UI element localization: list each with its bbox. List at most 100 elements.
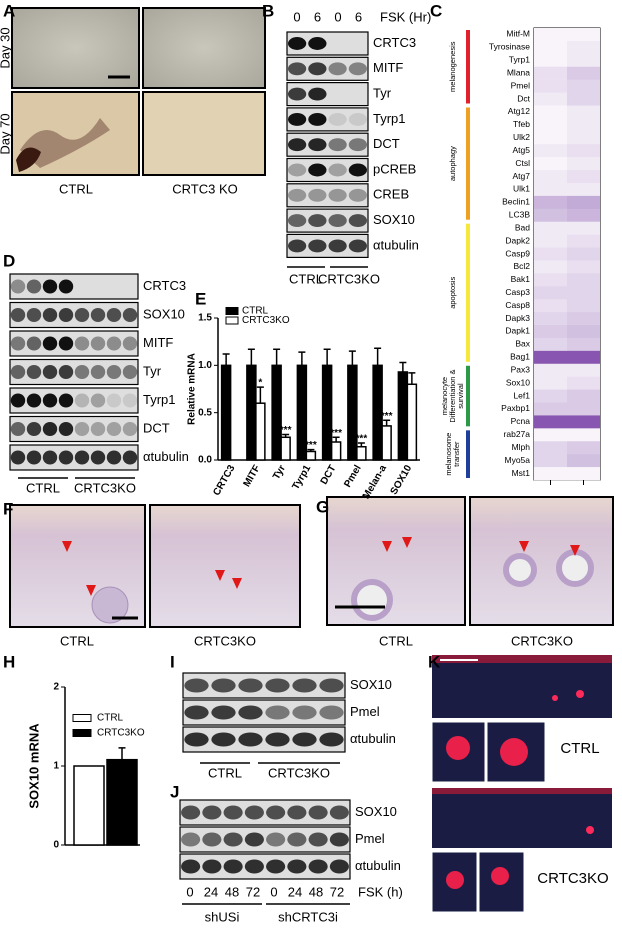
- blot-band: [26, 336, 42, 351]
- blot-band: [348, 138, 367, 152]
- error-bar: [118, 747, 126, 760]
- gene-label: Bax: [515, 339, 530, 349]
- blot-strip: [286, 81, 369, 107]
- blot-band: [348, 214, 367, 228]
- gene-label: Bak1: [511, 274, 531, 284]
- blot-band: [58, 279, 74, 294]
- legend-swatch: [225, 316, 239, 325]
- column-label: CRTC3KO: [511, 633, 573, 648]
- column-label: CTRL: [60, 633, 94, 648]
- blot-band: [26, 279, 42, 294]
- blot-band: [106, 308, 122, 322]
- blot-label: Pmel: [355, 831, 385, 846]
- error-bar: [298, 351, 306, 366]
- blot-band: [308, 188, 327, 202]
- bar: [271, 364, 282, 461]
- blot-label: CRTC3: [373, 35, 416, 50]
- error-bar: [399, 361, 407, 372]
- gene-label: Casp8: [505, 300, 530, 310]
- blot-band: [266, 859, 286, 874]
- blot-band: [288, 163, 307, 177]
- blot-band: [292, 678, 317, 693]
- blot-band: [74, 393, 90, 408]
- panel-label: K: [428, 652, 441, 671]
- arrowhead: [570, 545, 580, 556]
- heatmap-cell: [567, 92, 600, 106]
- blot-strip: [182, 672, 346, 699]
- group-bar: [466, 430, 470, 478]
- x-tick-label: SOX10: [389, 463, 415, 497]
- heatmap-cell: [534, 363, 567, 377]
- heatmap-cell: [534, 260, 567, 274]
- error-bar: [374, 347, 382, 366]
- lane-label: 24: [204, 884, 218, 899]
- blot-band: [202, 859, 222, 874]
- lane-label: 48: [309, 884, 323, 899]
- heatmap-cell: [567, 144, 600, 158]
- row-label: CTRL: [560, 740, 599, 757]
- gene-label: Mlph: [512, 442, 531, 452]
- group-label: CRTC3KO: [268, 765, 330, 780]
- blot-band: [202, 832, 222, 847]
- y-tick-label: 0: [53, 840, 59, 851]
- heatmap-cell: [567, 131, 600, 145]
- gene-label: Dct: [517, 93, 530, 103]
- blot-band: [58, 365, 74, 379]
- fluorescence-image: [432, 788, 612, 794]
- blot-label: αtubulin: [143, 449, 189, 464]
- group-bar: [466, 107, 470, 220]
- blot-band: [58, 336, 74, 351]
- legend-swatch: [225, 307, 239, 315]
- blot-band: [122, 308, 138, 322]
- blot-band: [74, 336, 90, 351]
- blot-band: [288, 112, 307, 126]
- gene-label: Sox10: [506, 377, 530, 387]
- bar: [397, 371, 409, 461]
- treatment-label: FSK (Hr): [380, 9, 431, 24]
- blot-band: [223, 832, 243, 847]
- gene-label: Casp3: [505, 287, 530, 297]
- signal: [491, 867, 509, 885]
- heatmap-cell: [534, 182, 567, 197]
- heatmap-cell: [534, 92, 567, 106]
- heatmap-cell: [534, 170, 567, 184]
- blot-band: [122, 393, 138, 408]
- row-label: Day 30: [0, 27, 12, 68]
- gene-label: Casp9: [505, 248, 530, 258]
- follicle: [556, 549, 594, 587]
- x-tick-label: Tyrp1: [290, 463, 313, 492]
- blot-band: [238, 678, 263, 693]
- gene-label: Mitf-M: [506, 29, 530, 39]
- legend-label: CRTC3KO: [242, 315, 290, 326]
- blot-strip: [286, 183, 369, 208]
- heatmap-cell: [534, 441, 567, 455]
- gene-label: Dapk3: [505, 313, 530, 323]
- heatmap-cell: [534, 234, 567, 248]
- column-label: CRTC3KO: [194, 633, 256, 648]
- heatmap-cell: [534, 131, 567, 145]
- signal: [576, 690, 584, 698]
- blot-band: [90, 393, 106, 408]
- heatmap-cell: [534, 79, 567, 93]
- blot-band: [329, 805, 349, 820]
- bar: [347, 364, 358, 461]
- heatmap-cell: [567, 337, 600, 352]
- blot-band: [244, 805, 264, 820]
- significance: ***: [381, 411, 393, 422]
- signal: [552, 695, 558, 701]
- heatmap-cell: [567, 170, 600, 184]
- heatmap-cell: [534, 66, 567, 80]
- group-label: shUSi: [205, 909, 240, 924]
- gene-label: Atg7: [513, 171, 531, 181]
- heatmap-cell: [534, 157, 567, 171]
- gene-label: LC3B: [509, 210, 531, 220]
- heatmap-cell: [567, 273, 600, 287]
- significance: ***: [280, 425, 292, 436]
- heatmap-cell: [567, 299, 600, 313]
- bar: [406, 383, 418, 461]
- bar: [255, 402, 266, 461]
- group-label: CTRL: [26, 480, 60, 495]
- gene-label: Pcna: [511, 416, 531, 426]
- gene-label: Atg12: [508, 106, 530, 116]
- blot-band: [42, 308, 58, 322]
